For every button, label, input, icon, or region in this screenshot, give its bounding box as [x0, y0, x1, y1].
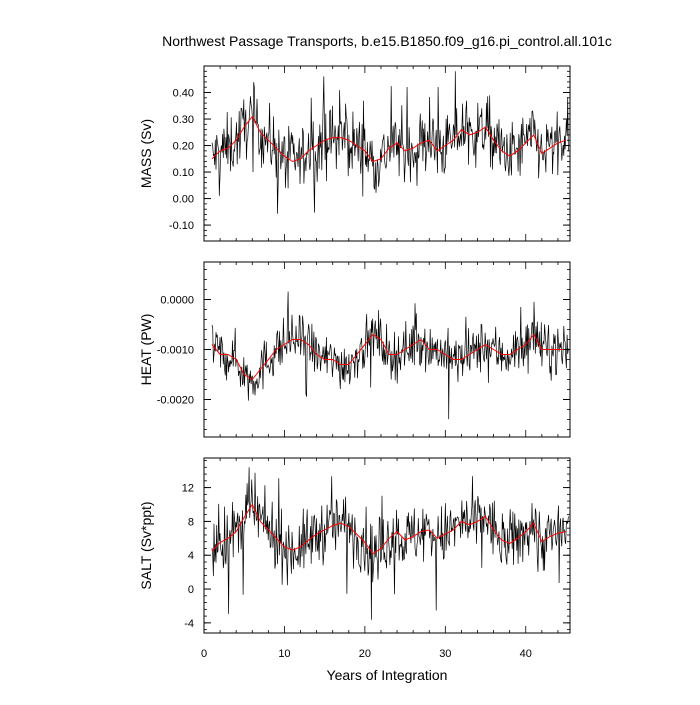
y-tick-label: 0	[188, 584, 194, 596]
y-axis-title: SALT (Sv*ppt)	[138, 501, 154, 589]
y-axis-title: HEAT (PW)	[138, 314, 154, 386]
smoothed-series-line	[211, 115, 567, 163]
y-tick-label: 0.30	[173, 114, 194, 126]
chart-title: Northwest Passage Transports, b.e15.B185…	[162, 33, 612, 49]
y-tick-label: 8	[188, 516, 194, 528]
panel-frame	[203, 65, 571, 242]
x-tick-label: 20	[359, 648, 371, 660]
y-tick-label: -4	[184, 618, 194, 630]
x-tick-label: 0	[201, 648, 207, 660]
smoothed-series-line	[211, 503, 567, 555]
y-tick-label: 4	[188, 550, 194, 562]
panel-frame	[203, 457, 571, 634]
y-tick-label: -0.0010	[157, 345, 194, 357]
panels-layer: 0.40 0.30 0.20 0.10 0.00 -0.10 MASS (Sv) 0.0000…	[138, 65, 571, 634]
monthly-series-line	[211, 291, 569, 420]
x-axis: 0 10 20 30 40	[201, 648, 532, 660]
y-axis-title: MASS (Sv)	[138, 119, 154, 188]
y-tick-label: -0.0020	[157, 395, 194, 407]
panel-1: 0.40 0.30 0.20 0.10 0.00 -0.10 MASS (Sv)	[138, 65, 571, 242]
smoothed-series-line	[211, 333, 566, 381]
x-tick-label: 10	[278, 648, 290, 660]
panel-3: 12 8 4 0 -4 SALT (Sv*ppt)	[138, 457, 571, 634]
y-tick-label: -0.10	[169, 220, 194, 232]
x-axis-title: Years of Integration	[327, 667, 448, 683]
monthly-series-line	[211, 467, 569, 620]
x-tick-label: 40	[520, 648, 532, 660]
y-tick-label: 12	[182, 483, 194, 495]
y-tick-label: 0.00	[173, 194, 194, 206]
y-tick-label: 0.20	[173, 141, 194, 153]
x-tick-label: 30	[439, 648, 451, 660]
y-tick-label: 0.0000	[160, 295, 194, 307]
monthly-series-line	[211, 71, 569, 214]
y-tick-label: 0.10	[173, 167, 194, 179]
y-tick-label: 0.40	[173, 88, 194, 100]
